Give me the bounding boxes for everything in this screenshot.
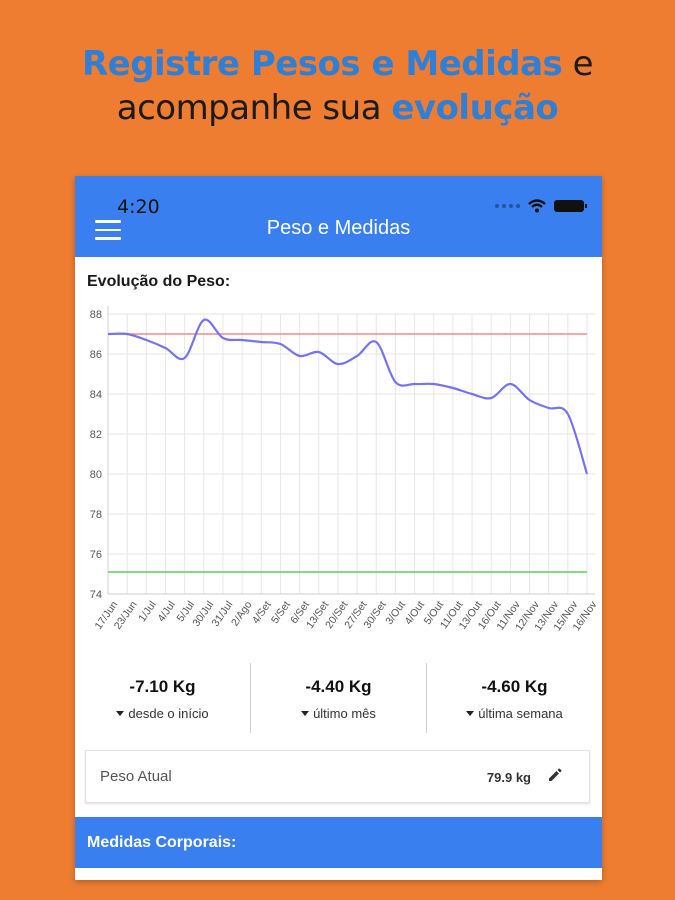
stats-row: -7.10 Kg desde o início -4.40 Kg último … (75, 663, 602, 733)
y-tick-label: 78 (90, 509, 102, 521)
x-tick-label: 5/Set (269, 599, 293, 626)
x-tick-label: 3/Out (383, 599, 408, 627)
measurements-section-header[interactable]: Medidas Corporais: (75, 817, 602, 868)
x-tick-label: 1/Jul (136, 599, 159, 624)
pencil-icon[interactable] (547, 767, 563, 783)
y-tick-label: 88 (90, 309, 102, 321)
headline: Registre Pesos e Medidas e acompanhe sua… (0, 42, 675, 130)
section-title: Medidas Corporais: (87, 834, 237, 851)
hamburger-menu-icon[interactable] (95, 220, 121, 240)
x-tick-label: 4/Jul (155, 599, 178, 624)
x-tick-label: 4/Out (402, 599, 427, 627)
headline-line-1: Registre Pesos e Medidas e (0, 42, 675, 86)
current-weight-card[interactable]: Peso Atual 79.9 kg (85, 750, 590, 803)
y-tick-label: 86 (90, 349, 102, 361)
caret-down-icon (116, 711, 125, 716)
headline-text-1: e (562, 44, 594, 84)
weight-chart: 747678808284868817/Jun23/Jun1/Jul4/Jul5/… (90, 306, 600, 633)
y-tick-label: 76 (90, 549, 102, 561)
caret-down-icon (466, 711, 475, 716)
app-bar: 4:20 Peso e Medidas (75, 176, 602, 257)
stat-last-week: -4.60 Kg última semana (426, 663, 602, 733)
stat-label: última semana (427, 706, 602, 721)
current-weight-label: Peso Atual (100, 768, 172, 785)
x-tick-label: 4/Set (250, 599, 274, 626)
battery-icon (554, 200, 587, 212)
stat-last-month: -4.40 Kg último mês (250, 663, 426, 733)
signal-dots-icon (495, 204, 520, 208)
stat-since-start: -7.10 Kg desde o início (75, 663, 250, 733)
y-tick-label: 84 (90, 389, 102, 401)
stat-label: desde o início (75, 706, 250, 721)
status-icons (495, 199, 587, 213)
status-time: 4:20 (117, 196, 160, 218)
headline-text-2: acompanhe sua (116, 88, 392, 128)
x-tick-label: 2/Ago (229, 599, 255, 628)
phone-screen: 4:20 Peso e Medidas Evolução do Peso: 74… (75, 176, 602, 880)
y-tick-label: 80 (90, 469, 102, 481)
page-title: Peso e Medidas (266, 217, 411, 239)
headline-highlight-1: Registre Pesos e Medidas (81, 44, 563, 84)
wifi-icon (528, 199, 546, 213)
caret-down-icon (301, 711, 310, 716)
stat-value: -7.10 Kg (129, 677, 196, 696)
current-weight-value: 79.9 kg (486, 770, 531, 785)
headline-highlight-2: evolução (391, 88, 559, 128)
headline-line-2: acompanhe sua evolução (0, 86, 675, 130)
stat-value: -4.60 Kg (481, 677, 548, 696)
y-tick-label: 74 (90, 589, 102, 601)
chart-title: Evolução do Peso: (87, 273, 231, 290)
y-tick-label: 82 (90, 429, 102, 441)
stat-value: -4.40 Kg (305, 677, 372, 696)
weight-series-line (107, 318, 589, 475)
stat-label: último mês (251, 706, 426, 721)
